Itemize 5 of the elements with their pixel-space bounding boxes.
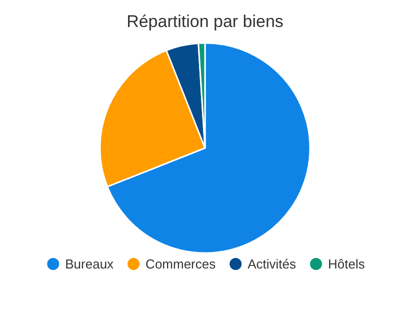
- legend-label: Activités: [248, 256, 297, 272]
- legend-label: Bureaux: [65, 256, 114, 272]
- legend-label: Commerces: [146, 256, 216, 272]
- chart-title: Répartition par biens: [126, 12, 284, 31]
- legend-label: Hôtels: [328, 256, 366, 272]
